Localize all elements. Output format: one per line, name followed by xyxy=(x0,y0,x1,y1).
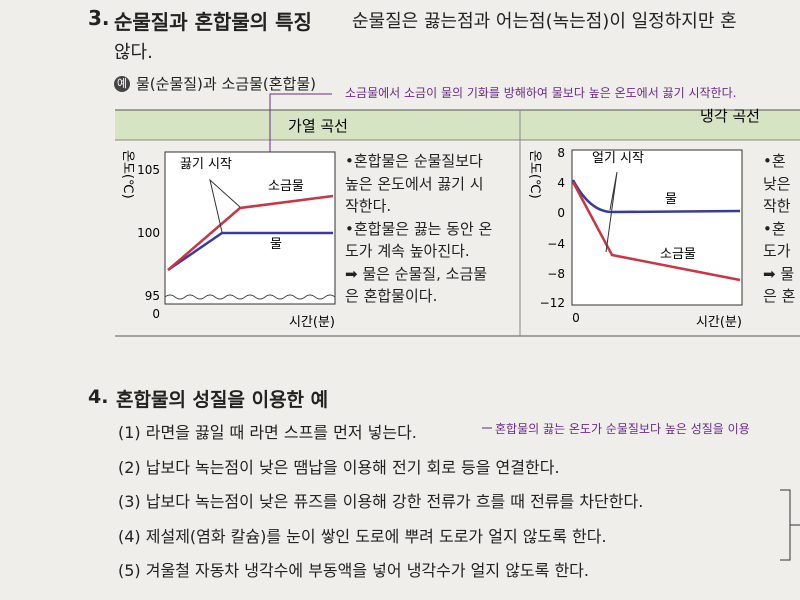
sec4-number: 4. xyxy=(88,386,109,408)
salt-label: 소금물 xyxy=(268,179,304,194)
table-header-band xyxy=(115,110,800,140)
x-tick-label: 0 xyxy=(572,311,580,325)
pointer-lines xyxy=(605,171,618,253)
list-item: (1) 라면을 끓일 때 라면 스프를 먼저 넣는다. xyxy=(118,423,417,442)
pointer-lines xyxy=(209,178,241,233)
sec4-annotation: 혼합물의 끓는 온도가 순물질보다 높은 성질을 이용 xyxy=(495,422,750,436)
salt-label: 소금물 xyxy=(660,247,696,262)
sec3-title: 순물질과 혼합물의 특징 xyxy=(114,10,312,34)
water-label: 물 xyxy=(270,237,282,252)
salt-curve xyxy=(571,181,741,282)
example-mark: 예 xyxy=(114,76,130,92)
y-tick-label: 0 xyxy=(152,307,160,321)
y-tick-label: −12 xyxy=(540,296,565,310)
note-line: 작한다. xyxy=(345,197,392,215)
header: 가열 곡선 xyxy=(288,117,348,135)
note-line: 도가 계속 높아진다. xyxy=(345,242,470,260)
note-line: ➡ 물은 순물질, 소금물 xyxy=(345,264,488,283)
annotation-leader xyxy=(269,93,332,152)
note-line: 은 혼합물이다. xyxy=(345,287,438,305)
list-item: (4) 제설제(염화 칼슘)를 눈이 쌓인 도로에 뿌려 도로가 얼지 않도록 … xyxy=(118,526,607,546)
bracket xyxy=(780,489,791,561)
y-tick-label: 105 xyxy=(137,163,160,177)
y-tick-label: 4 xyxy=(557,176,565,190)
start-label: 끓기 시작 xyxy=(180,157,232,172)
salt-curve xyxy=(167,194,334,271)
sec3-text: 순물질은 끓는점과 어는점(녹는점)이 일정하지만 혼 xyxy=(352,11,737,32)
cooling-frame xyxy=(571,149,743,306)
note-line: 도가 xyxy=(763,242,791,260)
note-line: •혼 xyxy=(763,152,786,170)
note-line: 낮은 xyxy=(763,174,791,193)
y-tick-label: 95 xyxy=(145,289,160,303)
note-line: •혼합물은 끓는 동안 온 xyxy=(345,219,493,238)
y-axis-label: 온도(℃) xyxy=(527,150,542,199)
list-item: (2) 납보다 녹는점이 낮은 땜납을 이용해 전기 회로 등을 연결한다. xyxy=(118,457,560,477)
y-tick-label: −8 xyxy=(547,267,565,281)
heating-frame xyxy=(164,151,336,305)
y-tick-label: 8 xyxy=(557,146,565,160)
y-tick-label: 100 xyxy=(137,226,160,240)
sec4-items: (1) 라면을 끓일 때 라면 스프를 먼저 넣는다. (2) 납보다 녹는점이 … xyxy=(118,416,643,589)
y-axis-label: 온도(℃) xyxy=(120,150,135,199)
sec4-title: 혼합물의 성질을 이용한 예 xyxy=(116,389,329,411)
note-line: 작한 xyxy=(763,197,791,215)
note-line: 높은 온도에서 끓기 시 xyxy=(345,174,484,193)
header: 냉각 곡선 xyxy=(700,107,760,125)
y-tick-label: −4 xyxy=(547,237,565,251)
list-item: (5) 겨울철 자동차 냉각수에 부동액을 넣어 냉각수가 얼지 않도록 한다. xyxy=(118,561,589,580)
sec3-annotation: 소금물에서 소금이 물의 기화를 방해하여 물보다 높은 온도에서 끓기 시작한… xyxy=(345,86,737,100)
x-axis-label: 시간(분) xyxy=(289,315,335,330)
sec3-text-cont: 않다. xyxy=(114,42,153,63)
start-label: 얼기 시작 xyxy=(592,151,644,166)
x-axis-label: 시간(분) xyxy=(696,315,742,330)
note-line: 은 혼 xyxy=(763,287,796,305)
note-line: •혼 xyxy=(763,219,786,238)
note-line: •혼합물은 순물질보다 xyxy=(345,152,483,170)
y-tick-label: 0 xyxy=(557,206,565,220)
note-line: ➡ 물 xyxy=(763,264,795,283)
axis-break xyxy=(164,294,336,300)
list-item: (3) 납보다 녹는점이 낮은 퓨즈를 이용해 강한 전류가 흐를 때 전류를 … xyxy=(118,492,644,511)
example: 물(순물질)과 소금물(혼합물) xyxy=(136,75,316,93)
sec3-number: 3. xyxy=(88,6,110,30)
water-curve xyxy=(167,231,333,272)
water-label: 물 xyxy=(665,192,677,207)
